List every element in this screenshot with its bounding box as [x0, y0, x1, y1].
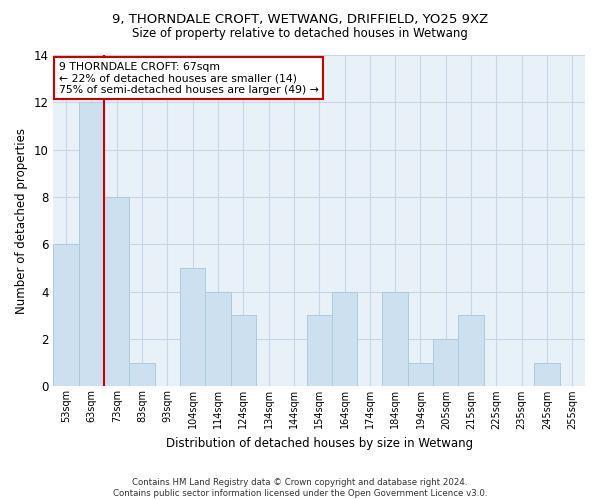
Bar	[53, 244, 79, 386]
Bar	[408, 362, 433, 386]
Bar	[180, 268, 205, 386]
Bar	[205, 292, 230, 386]
Bar	[79, 102, 104, 387]
Bar	[130, 362, 155, 386]
Text: 9 THORNDALE CROFT: 67sqm
← 22% of detached houses are smaller (14)
75% of semi-d: 9 THORNDALE CROFT: 67sqm ← 22% of detach…	[59, 62, 319, 95]
Text: Contains HM Land Registry data © Crown copyright and database right 2024.
Contai: Contains HM Land Registry data © Crown c…	[113, 478, 487, 498]
Text: 9, THORNDALE CROFT, WETWANG, DRIFFIELD, YO25 9XZ: 9, THORNDALE CROFT, WETWANG, DRIFFIELD, …	[112, 12, 488, 26]
Bar	[458, 316, 484, 386]
Bar	[535, 362, 560, 386]
Bar	[433, 339, 458, 386]
Bar	[307, 316, 332, 386]
Bar	[104, 197, 130, 386]
Text: Size of property relative to detached houses in Wetwang: Size of property relative to detached ho…	[132, 28, 468, 40]
Y-axis label: Number of detached properties: Number of detached properties	[15, 128, 28, 314]
X-axis label: Distribution of detached houses by size in Wetwang: Distribution of detached houses by size …	[166, 437, 473, 450]
Bar	[230, 316, 256, 386]
Bar	[332, 292, 357, 386]
Bar	[382, 292, 408, 386]
